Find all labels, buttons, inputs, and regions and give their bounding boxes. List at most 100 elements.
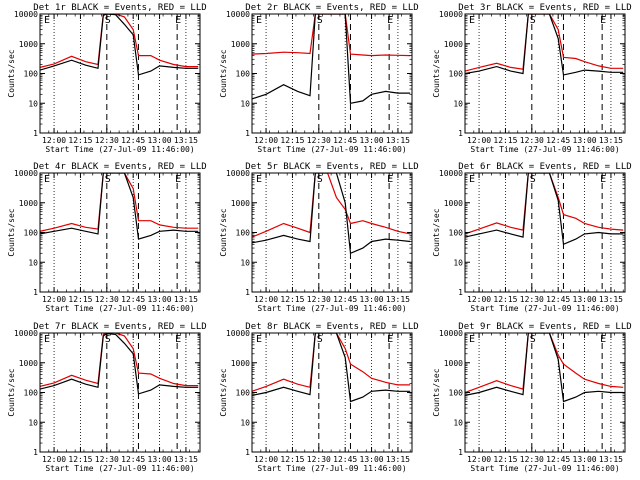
x-tick-label: 12:00: [42, 295, 66, 304]
plot-frame: [464, 332, 626, 453]
y-tick-label: 1000: [444, 40, 463, 49]
x-tick-label: 12:45: [333, 295, 357, 304]
series-group: [40, 333, 199, 395]
y-tick-label: 10000: [14, 169, 38, 178]
y-axis-label: Counts/sec: [219, 368, 228, 416]
marker-label-s: S: [317, 334, 323, 345]
chart-panel-7: Det 7r BLACK = Events, RED = LLD 1 10 100 10…: [7, 322, 207, 473]
y-tick-label: 10000: [439, 169, 463, 178]
y-axis-label: Counts/sec: [7, 208, 16, 256]
x-tick-label: 13:15: [386, 136, 410, 145]
series-line-lld: [40, 333, 199, 387]
x-tick-label: 12:00: [254, 136, 278, 145]
y-axis-label: Counts/sec: [7, 49, 16, 97]
x-tick-label: 13:15: [599, 455, 623, 464]
x-tick-label: 12:30: [307, 295, 331, 304]
plot-frame: [251, 332, 413, 453]
y-tick-label: 1: [33, 448, 38, 457]
series-group: [252, 333, 411, 403]
chart-title: Det 7r BLACK = Events, RED = LLD: [33, 322, 206, 332]
x-tick-label: 12:45: [546, 295, 570, 304]
plot-frame: [251, 13, 413, 134]
chart-title: Det 2r BLACK = Events, RED = LLD: [245, 3, 418, 13]
y-tick-label: 10000: [226, 10, 250, 19]
y-tick-label: 10: [240, 258, 250, 267]
y-tick-label: 1: [458, 129, 463, 138]
x-tick-label: 12:00: [467, 295, 491, 304]
marker-label-s: S: [530, 174, 536, 185]
y-tick-label: 10: [453, 418, 463, 427]
series-line-lld: [40, 173, 199, 232]
marker-label-e: E: [387, 334, 393, 345]
plot-frame: [39, 13, 201, 134]
series-line-lld: [465, 333, 624, 394]
chart-panel-6: Det 6r BLACK = Events, RED = LLD 1 10 100 10…: [432, 162, 632, 313]
y-tick-label: 1: [245, 288, 250, 297]
y-tick-label: 1000: [19, 40, 38, 49]
y-tick-label: 10: [28, 99, 38, 108]
marker-label-e: E: [600, 334, 606, 345]
y-tick-label: 1: [458, 448, 463, 457]
x-axis-label: Start Time (27-Jul-09 11:46:00): [45, 145, 194, 154]
marker-label-e: E: [256, 15, 262, 26]
series-line-lld: [252, 173, 411, 238]
y-tick-label: 1: [245, 129, 250, 138]
x-tick-label: 13:00: [573, 136, 597, 145]
x-axis-label: Start Time (27-Jul-09 11:46:00): [257, 304, 406, 313]
y-tick-label: 10000: [439, 10, 463, 19]
y-tick-label: 100: [24, 229, 39, 238]
y-tick-label: 10: [28, 258, 38, 267]
x-axis-label: Start Time (27-Jul-09 11:46:00): [257, 464, 406, 473]
x-tick-label: 12:15: [493, 455, 517, 464]
x-tick-label: 13:00: [360, 136, 384, 145]
x-tick-label: 12:30: [520, 455, 544, 464]
y-tick-label: 1000: [19, 199, 38, 208]
chart-title: Det 3r BLACK = Events, RED = LLD: [458, 3, 631, 13]
chart-panel-2: Det 2r BLACK = Events, RED = LLD 1 10 100 10…: [219, 3, 419, 154]
marker-label-e: E: [469, 15, 475, 26]
series-line-events: [40, 14, 199, 76]
y-tick-label: 10: [453, 99, 463, 108]
x-tick-label: 12:30: [95, 295, 119, 304]
marker-label-s: S: [317, 174, 323, 185]
x-tick-label: 12:00: [467, 455, 491, 464]
series-line-events: [252, 173, 411, 255]
y-axis-label: Counts/sec: [432, 208, 441, 256]
x-tick-label: 13:15: [386, 455, 410, 464]
series-line-events: [465, 333, 624, 403]
y-tick-label: 100: [236, 70, 251, 79]
y-tick-label: 10000: [226, 329, 250, 338]
x-tick-label: 13:00: [360, 295, 384, 304]
x-tick-label: 12:15: [68, 136, 92, 145]
x-axis-label: Start Time (27-Jul-09 11:46:00): [470, 145, 619, 154]
marker-label-e: E: [44, 334, 50, 345]
x-tick-label: 12:15: [68, 455, 92, 464]
series-line-lld: [465, 173, 624, 235]
y-tick-label: 100: [236, 389, 251, 398]
series-line-lld: [40, 14, 199, 68]
series-group: [465, 333, 624, 403]
x-tick-label: 12:30: [95, 455, 119, 464]
x-tick-label: 13:00: [573, 295, 597, 304]
marker-label-s: S: [105, 15, 111, 26]
y-tick-label: 100: [449, 70, 464, 79]
series-line-events: [465, 173, 624, 246]
chart-title: Det 8r BLACK = Events, RED = LLD: [245, 322, 418, 332]
x-tick-label: 13:15: [599, 136, 623, 145]
series-group: [40, 14, 199, 76]
x-tick-label: 12:30: [307, 455, 331, 464]
y-axis-label: Counts/sec: [219, 208, 228, 256]
chart-panel-5: Det 5r BLACK = Events, RED = LLD 1 10 100 10…: [219, 162, 419, 313]
series-group: [252, 14, 411, 105]
x-tick-label: 12:30: [95, 136, 119, 145]
x-axis-label: Start Time (27-Jul-09 11:46:00): [257, 145, 406, 154]
series-line-events: [252, 14, 411, 105]
y-tick-label: 10: [28, 418, 38, 427]
marker-label-e: E: [387, 15, 393, 26]
y-tick-label: 100: [449, 389, 464, 398]
y-tick-label: 10000: [439, 329, 463, 338]
y-tick-label: 10000: [226, 169, 250, 178]
x-tick-label: 13:15: [386, 295, 410, 304]
x-tick-label: 12:00: [467, 136, 491, 145]
chart-panel-1: Det 1r BLACK = Events, RED = LLD 1 10 100 10…: [7, 3, 207, 154]
